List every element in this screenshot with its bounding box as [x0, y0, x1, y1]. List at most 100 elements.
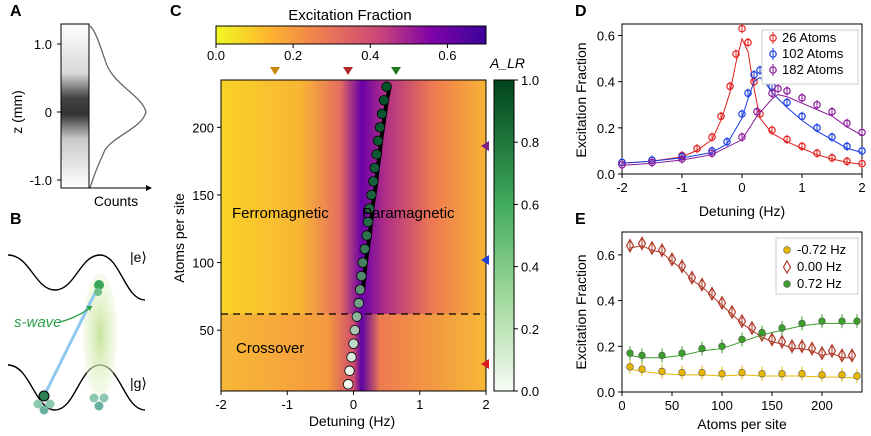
- e-data-point: [758, 370, 766, 378]
- c-axes: -2 -1 0 1 2 200 150 100 50: [192, 120, 489, 412]
- c-transition-point: [361, 230, 372, 241]
- swave-region: [83, 273, 117, 397]
- e-legend-marker: [782, 259, 792, 275]
- d-legend-label: 26 Atoms: [782, 30, 837, 45]
- d-fit-curve: [621, 76, 863, 164]
- d-data-point: [618, 160, 626, 169]
- e-data-point: [657, 243, 667, 258]
- e-data-point: [807, 341, 817, 356]
- d-data-point: [750, 70, 758, 79]
- e-data-point: [727, 304, 737, 320]
- d-data-point: [678, 155, 686, 163]
- panel-label-b: B: [10, 211, 22, 228]
- c-right-tick-label: 0.8: [521, 135, 539, 150]
- upper-state-label: |e⟩: [130, 249, 147, 265]
- c-xtick-label: 1: [416, 397, 423, 412]
- e-ylabel: Excitation Fraction: [573, 254, 589, 369]
- d-data-point: [723, 137, 731, 146]
- c-xtick-label: -1: [281, 397, 293, 412]
- d-data-point: [708, 149, 716, 158]
- c-transition-point: [376, 108, 388, 120]
- e-data-point: [853, 317, 861, 325]
- c-boundary-line: [361, 86, 392, 290]
- d-data-point: [813, 149, 821, 158]
- c-marker-right-3: [481, 359, 489, 369]
- c-transition-point: [371, 149, 382, 160]
- c-colorbar-top: [215, 25, 487, 45]
- e-data-point: [777, 334, 787, 349]
- panel-label-d: D: [575, 3, 587, 20]
- d-data-point: [774, 84, 782, 93]
- d-data-point: [732, 50, 740, 58]
- e-data-point: [747, 320, 757, 336]
- d-data-point: [828, 133, 836, 141]
- e-xtick-label: 150: [761, 398, 783, 413]
- d-fit-curve: [621, 94, 863, 166]
- c-transition-points: [343, 81, 392, 390]
- d-data-point: [783, 98, 791, 107]
- a-ytick-m1: -1.0: [30, 173, 52, 188]
- e-data-point: [638, 365, 646, 373]
- c-transition-point: [354, 284, 366, 295]
- d-xtick-label: -2: [616, 180, 628, 195]
- c-transition-point: [356, 270, 367, 282]
- e-data-point: [637, 236, 647, 251]
- c-marker-right-1: [481, 141, 489, 151]
- e-data-point: [717, 295, 727, 311]
- upper-lattice-potential: [7, 254, 146, 301]
- d-data-point: [768, 126, 776, 134]
- d-data-point: [726, 82, 734, 91]
- panel-label-a: A: [10, 3, 22, 20]
- e-data-point: [667, 252, 677, 267]
- c-crossover-label: Crossover: [236, 340, 304, 357]
- e-data-point: [707, 286, 717, 301]
- e-data-point: [638, 351, 646, 360]
- e-ytick-label: 0.2: [597, 339, 615, 354]
- d-data-point: [813, 100, 821, 109]
- c-transition-point: [381, 81, 392, 92]
- c-heatmap-upper: [221, 80, 486, 314]
- d-ylabel: Excitation Fraction: [573, 42, 589, 157]
- c-xlabel: Detuning (Hz): [309, 413, 395, 429]
- swave-arrow-icon: [86, 306, 92, 311]
- e-data-point: [626, 363, 634, 371]
- e-ytick-label: 0.0: [597, 385, 615, 400]
- d-legend-label: 182 Atoms: [782, 62, 844, 77]
- e-data-point: [778, 370, 786, 378]
- e-xtick-label: 200: [811, 398, 833, 413]
- c-marker-top-2: [343, 67, 353, 75]
- c-transition-point: [364, 203, 375, 214]
- d-data-point: [813, 124, 821, 132]
- e-data-point: [698, 344, 706, 353]
- d-ytick-label: 0.6: [597, 29, 615, 44]
- e-xtick-label: 50: [665, 398, 679, 413]
- e-data-point: [837, 348, 847, 363]
- c-ytick-label: 100: [192, 256, 214, 271]
- c-xtick-label: 2: [482, 397, 489, 412]
- e-data-point: [678, 368, 686, 377]
- e-data-point: [853, 372, 861, 380]
- c-top-tick-label: 0.2: [284, 48, 302, 63]
- d-axes: -2 -1 0 1 2 0.0 0.2 0.4 0.6: [597, 29, 866, 195]
- d-data-point: [744, 89, 752, 98]
- c-transition-point: [343, 379, 354, 390]
- d-data-point: [798, 142, 806, 151]
- c-ytick-label: 50: [200, 323, 214, 338]
- c-top-tick-label: 0.4: [361, 48, 379, 63]
- e-data-point: [838, 317, 846, 325]
- panel-c: Excitation Fraction 0.0 0.2 0.4 0.6 Ferroma…: [171, 7, 539, 429]
- c-para-label: Paramagnetic: [362, 205, 455, 222]
- e-data-point: [697, 277, 707, 292]
- a-ytick-0: 0: [45, 105, 52, 120]
- d-data-point: [858, 128, 866, 137]
- c-ytick-label: 200: [192, 120, 214, 135]
- c-xtick-label: -2: [215, 397, 227, 412]
- d-ytick-label: 0.2: [597, 121, 615, 136]
- e-frame: [621, 231, 863, 393]
- d-data-point: [768, 89, 776, 98]
- e-legend-marker: [783, 246, 791, 254]
- e-data-point: [778, 324, 786, 332]
- c-transition-point: [369, 162, 380, 174]
